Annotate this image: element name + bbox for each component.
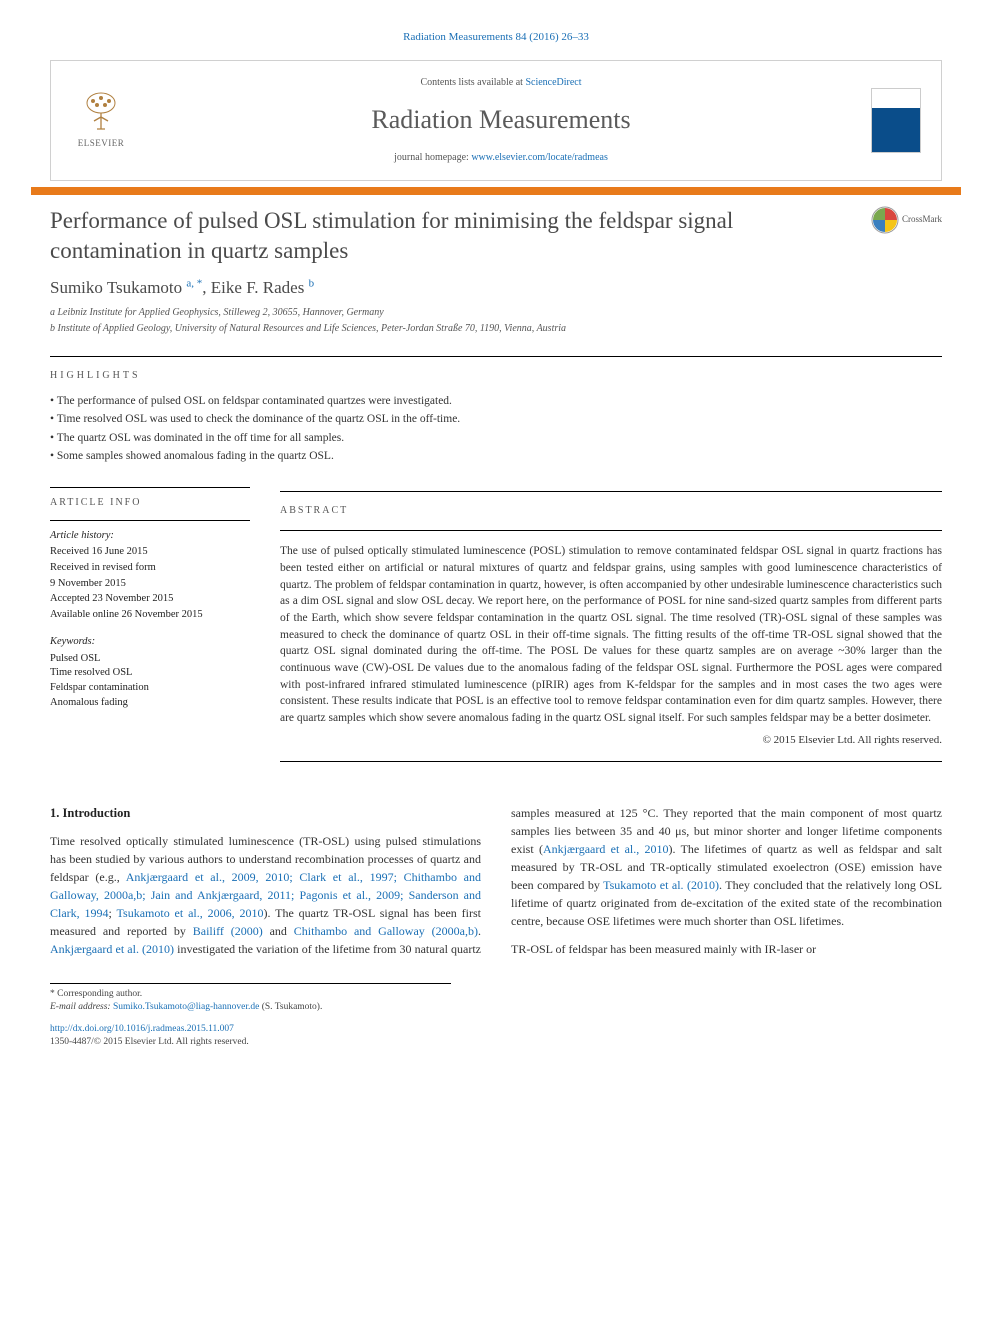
ref-link[interactable]: Tsukamoto et al., 2006, 2010 (117, 906, 264, 920)
divider (280, 491, 942, 492)
journal-homepage-line: journal homepage: www.elsevier.com/locat… (151, 151, 851, 165)
publisher-logo: ELSEVIER (71, 91, 131, 151)
author-email-link[interactable]: Sumiko.Tsukamoto@liag-hannover.de (113, 1002, 259, 1012)
title-row: Performance of pulsed OSL stimulation fo… (50, 206, 942, 266)
highlights-block: The performance of pulsed OSL on feldspa… (50, 393, 942, 463)
abstract-block: ABSTRACT The use of pulsed optically sti… (280, 479, 942, 774)
highlights-label: HIGHLIGHTS (50, 369, 942, 383)
contents-prefix: Contents lists available at (420, 77, 525, 88)
intro-heading: 1. Introduction (50, 804, 481, 823)
journal-header-box: ELSEVIER Contents lists available at Sci… (50, 60, 942, 180)
abstract-label: ABSTRACT (280, 504, 942, 519)
body-columns: 1. Introduction Time resolved optically … (50, 804, 942, 963)
highlight-item: The quartz OSL was dominated in the off … (50, 430, 942, 446)
journal-name: Radiation Measurements (151, 102, 851, 138)
crossmark-badge[interactable]: CrossMark (871, 206, 942, 234)
divider (50, 487, 250, 488)
divider (280, 530, 942, 531)
author-1-affil: a, * (186, 277, 202, 289)
highlight-item: The performance of pulsed OSL on feldspa… (50, 393, 942, 409)
history-revised-date: 9 November 2015 (50, 577, 250, 592)
email-label: E-mail address: (50, 1002, 113, 1012)
affiliations-block: a Leibniz Institute for Applied Geophysi… (50, 305, 942, 336)
elsevier-tree-icon (79, 91, 123, 135)
bottom-meta: http://dx.doi.org/10.1016/j.radmeas.2015… (50, 1023, 942, 1050)
divider (50, 356, 942, 357)
history-revised: Received in revised form (50, 561, 250, 576)
ref-link[interactable]: Chithambo and Galloway (2000a,b) (294, 924, 478, 938)
accent-bar (31, 187, 961, 195)
ref-link[interactable]: Ankjærgaard et al. (2010) (50, 942, 174, 956)
divider (280, 761, 942, 762)
affiliation-b: b Institute of Applied Geology, Universi… (50, 321, 942, 336)
article-info-label: ARTICLE INFO (50, 496, 250, 510)
info-abstract-row: ARTICLE INFO Article history: Received 1… (50, 479, 942, 774)
history-received: Received 16 June 2015 (50, 545, 250, 560)
ref-link[interactable]: Ankjærgaard et al., 2010 (543, 842, 669, 856)
homepage-prefix: journal homepage: (394, 152, 471, 163)
abstract-text: The use of pulsed optically stimulated l… (280, 543, 942, 726)
keyword: Anomalous fading (50, 696, 250, 711)
text-span: and (263, 924, 294, 938)
citation-line: Radiation Measurements 84 (2016) 26–33 (50, 30, 942, 45)
corresponding-author: * Corresponding author. (50, 988, 451, 1001)
history-label: Article history: (50, 529, 250, 544)
article-title: Performance of pulsed OSL stimulation fo… (50, 206, 851, 266)
highlight-item: Time resolved OSL was used to check the … (50, 411, 942, 427)
history-accepted: Accepted 23 November 2015 (50, 592, 250, 607)
abstract-copyright: © 2015 Elsevier Ltd. All rights reserved… (280, 733, 942, 749)
divider (50, 520, 250, 521)
text-span: . (478, 924, 481, 938)
email-suffix: (S. Tsukamoto). (259, 1002, 322, 1012)
authors-line: Sumiko Tsukamoto a, *, Eike F. Rades b (50, 276, 942, 300)
journal-header-center: Contents lists available at ScienceDirec… (151, 76, 851, 164)
ref-link[interactable]: Tsukamoto et al. (2010) (603, 878, 719, 892)
affiliation-a: a Leibniz Institute for Applied Geophysi… (50, 305, 942, 320)
keywords-label: Keywords: (50, 635, 250, 650)
highlight-item: Some samples showed anomalous fading in … (50, 448, 942, 464)
keyword: Time resolved OSL (50, 666, 250, 681)
crossmark-icon (871, 206, 899, 234)
journal-cover-thumbnail (871, 88, 921, 153)
keyword: Pulsed OSL (50, 652, 250, 667)
email-line: E-mail address: Sumiko.Tsukamoto@liag-ha… (50, 1001, 451, 1014)
journal-homepage-link[interactable]: www.elsevier.com/locate/radmeas (471, 152, 608, 163)
keywords-block: Keywords: Pulsed OSL Time resolved OSL F… (50, 635, 250, 710)
author-2: Eike F. Rades (211, 278, 305, 297)
author-2-affil: b (309, 277, 315, 289)
history-online: Available online 26 November 2015 (50, 608, 250, 623)
article-info-block: ARTICLE INFO Article history: Received 1… (50, 479, 250, 774)
text-span: ; (109, 906, 117, 920)
intro-paragraph-2: TR-OSL of feldspar has been measured mai… (511, 940, 942, 958)
keyword: Feldspar contamination (50, 681, 250, 696)
sciencedirect-link[interactable]: ScienceDirect (525, 77, 581, 88)
contents-line: Contents lists available at ScienceDirec… (151, 76, 851, 90)
doi-link[interactable]: http://dx.doi.org/10.1016/j.radmeas.2015… (50, 1024, 234, 1034)
crossmark-label: CrossMark (902, 213, 942, 226)
author-1: Sumiko Tsukamoto (50, 278, 182, 297)
issn-copyright: 1350-4487/© 2015 Elsevier Ltd. All right… (50, 1036, 942, 1049)
ref-link[interactable]: Bailiff (2000) (193, 924, 263, 938)
footnote-block: * Corresponding author. E-mail address: … (50, 983, 451, 1015)
publisher-name: ELSEVIER (78, 137, 125, 150)
